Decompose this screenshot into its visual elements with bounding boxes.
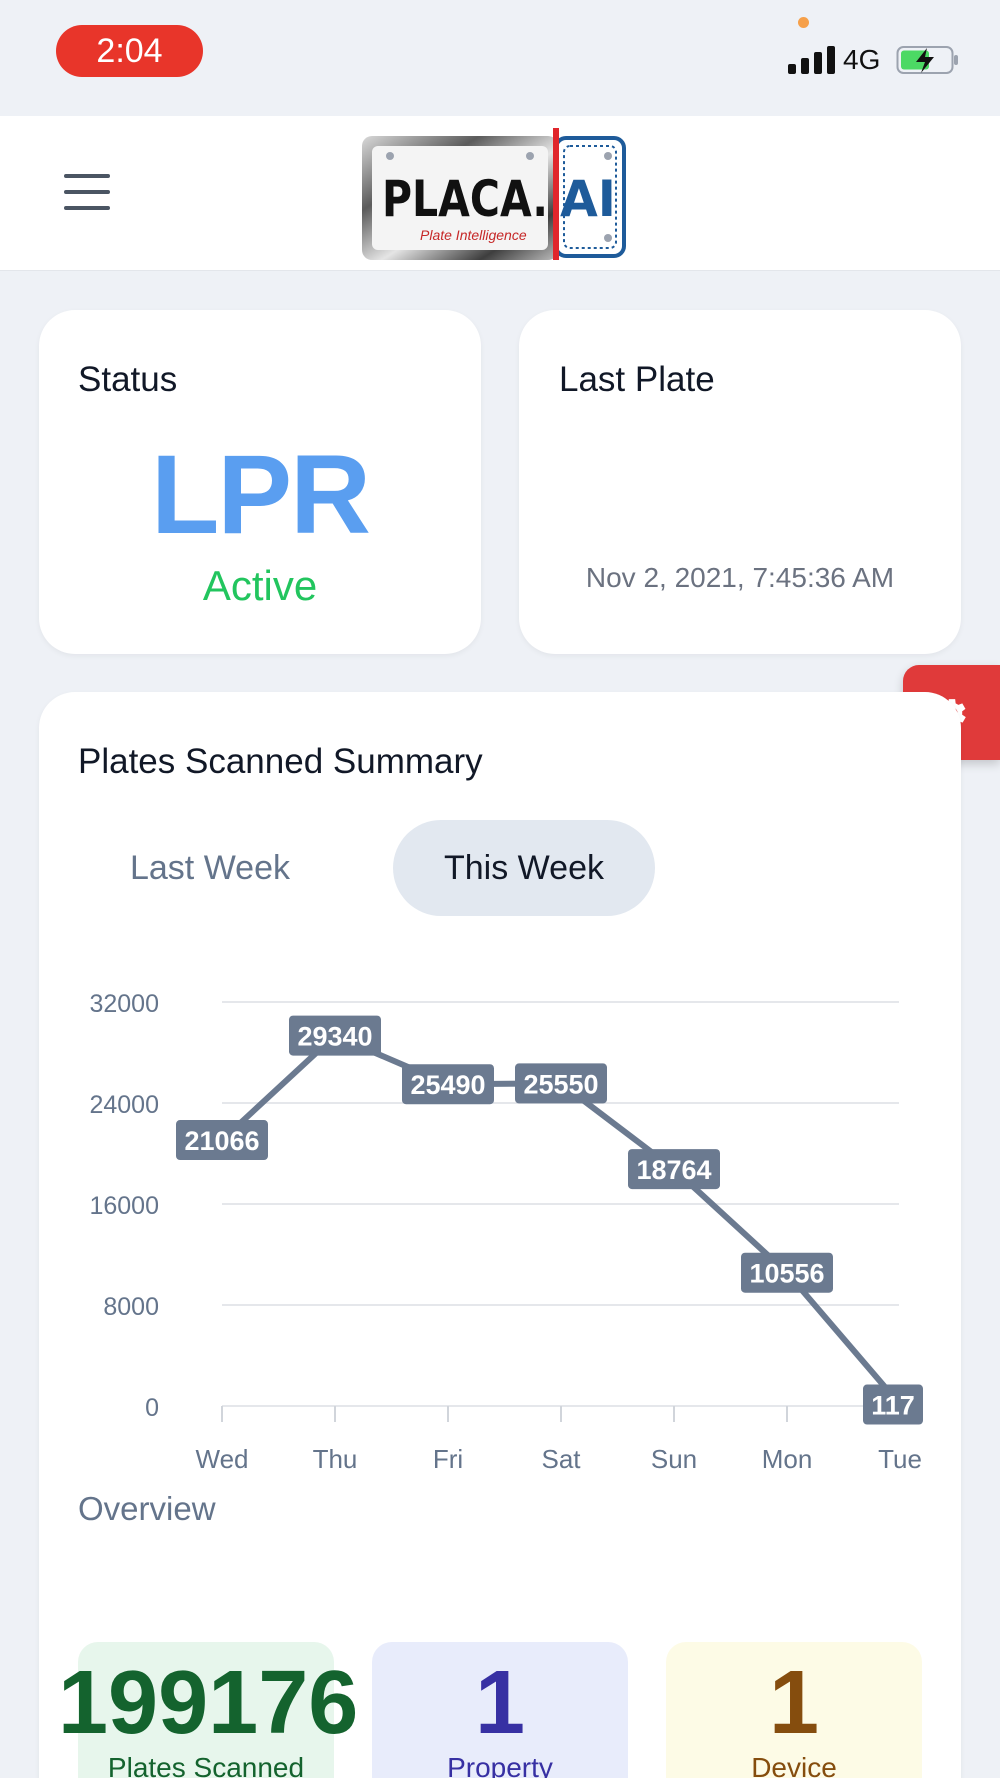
stat-plates-scanned-value: 199176	[58, 1653, 359, 1753]
placa-ai-logo: PLACA. AI Plate Intelligence	[362, 128, 626, 260]
x-tick-label: Fri	[433, 1444, 463, 1474]
data-label: 117	[871, 1391, 915, 1421]
stat-plates-scanned: 199176 Plates Scanned	[58, 1642, 358, 1778]
hamburger-icon[interactable]	[64, 174, 110, 210]
stat-plates-scanned-label: Plates Scanned	[107, 1752, 305, 1778]
data-label: 21066	[184, 1126, 259, 1156]
x-tick-label: Wed	[196, 1444, 249, 1474]
logo-text-placa: PLACA.	[382, 170, 548, 228]
stat-property: 1 Property	[372, 1642, 628, 1778]
last-plate-title: Last Plate	[559, 360, 715, 399]
x-tick-label: Mon	[762, 1444, 813, 1474]
data-label: 25490	[410, 1070, 485, 1100]
stat-property-label: Property	[447, 1752, 553, 1778]
privacy-indicator-dot	[798, 17, 809, 28]
status-card: Status LPR Active	[39, 310, 481, 654]
plate-image-redacted	[609, 435, 869, 505]
signal-icon	[788, 46, 836, 74]
tab-this-week[interactable]: This Week	[393, 820, 655, 916]
network-type: 4G	[843, 44, 881, 75]
plates-line-chart: 0 8000 16000 24000 32000 Wed Thu Fri Sat Sun Mon Tu…	[89, 990, 923, 1474]
data-point	[863, 1384, 923, 1425]
data-label: 25550	[523, 1069, 598, 1099]
summary-title: Plates Scanned Summary	[78, 742, 483, 781]
x-tick-label: Sat	[541, 1444, 581, 1474]
battery-icon	[896, 46, 958, 74]
status-state: Active	[202, 562, 318, 609]
stat-device-label: Device	[751, 1752, 837, 1778]
week-tabs: Last Week This Week	[79, 820, 655, 916]
data-point	[628, 1149, 720, 1190]
app-header: PLACA. AI Plate Intelligence	[0, 116, 1000, 271]
y-tick-label: 16000	[89, 1192, 159, 1220]
y-tick-label: 32000	[89, 990, 159, 1018]
stat-property-value: 1	[474, 1653, 526, 1753]
stat-device: 1 Device	[666, 1642, 922, 1778]
data-label: 10556	[749, 1259, 824, 1289]
status-time: 2:04	[56, 25, 203, 77]
status-bar: 2:04 4G	[0, 0, 1000, 116]
plates-summary-card: Plates Scanned Summary Last Week This We…	[39, 692, 961, 1778]
x-tick-label: Sun	[651, 1444, 697, 1474]
overview-title: Overview	[78, 1490, 216, 1527]
logo-tagline: Plate Intelligence	[420, 227, 527, 243]
y-tick-label: 8000	[103, 1293, 159, 1321]
data-label: 29340	[297, 1022, 372, 1052]
stat-device-value: 1	[768, 1653, 820, 1753]
data-point	[402, 1064, 494, 1105]
last-plate-timestamp: Nov 2, 2021, 7:45:36 AM	[585, 562, 895, 593]
x-tick-label: Thu	[313, 1444, 358, 1474]
x-tick-label: Tue	[878, 1444, 922, 1474]
data-point	[289, 1015, 381, 1056]
y-tick-label: 0	[145, 1394, 159, 1422]
last-plate-card: Last Plate Nov 2, 2021, 7:45:36 AM	[519, 310, 961, 654]
status-mode: LPR	[151, 432, 371, 557]
logo-text-ai: AI	[560, 170, 616, 228]
data-point	[515, 1063, 607, 1104]
data-point	[176, 1120, 268, 1161]
data-label: 18764	[636, 1155, 711, 1185]
status-card-title: Status	[78, 360, 178, 399]
data-point	[741, 1252, 833, 1293]
tab-last-week[interactable]: Last Week	[129, 849, 290, 887]
y-tick-label: 24000	[89, 1091, 159, 1119]
